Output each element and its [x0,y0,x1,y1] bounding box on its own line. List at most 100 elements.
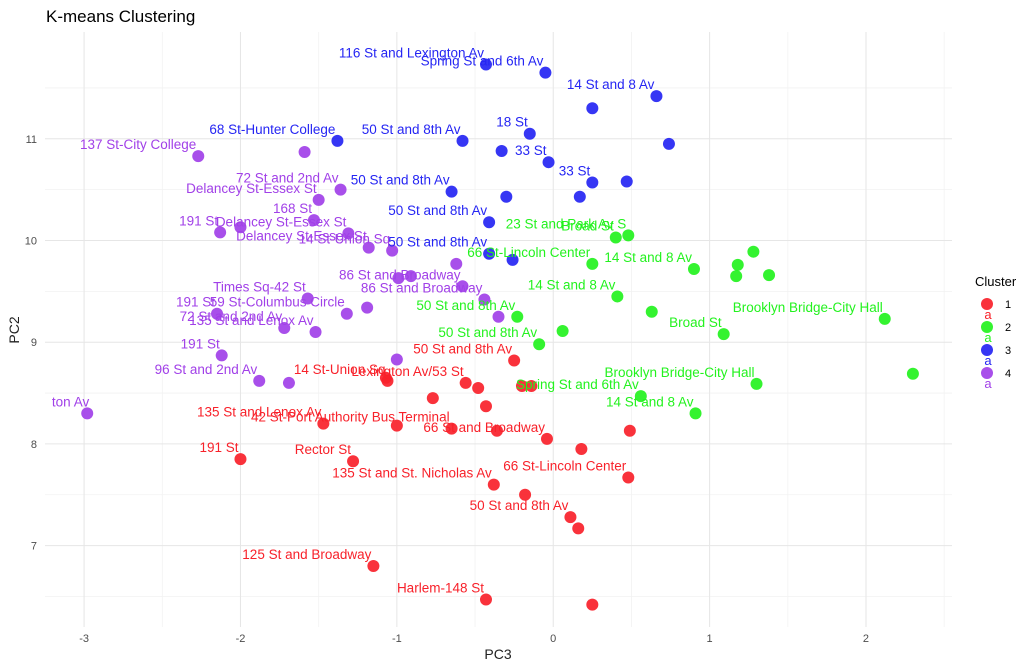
point-label: 135 St and Lenox Av [197,405,322,420]
y-tick-label: 8 [31,439,37,451]
data-point [750,377,763,390]
legend-key-text: a [984,353,992,368]
point-label: Broad St [669,315,722,330]
point-label: 14 St and 8 Av [528,277,616,292]
point-label: Broad St [561,218,614,233]
data-point [573,190,586,203]
data-point [309,326,322,339]
data-point [361,301,374,314]
data-point [445,185,458,198]
data-point [586,102,599,115]
data-point [81,407,94,420]
data-point [906,367,919,380]
point-label: Lexington Av/53 St [351,364,464,379]
y-tick-label: 11 [26,134,37,146]
point-label: 33 St [559,164,591,179]
x-tick-label: 0 [550,633,556,645]
legend-key-point [981,321,993,333]
point-label: Delancey St-Essex St [236,229,367,244]
point-label: 86 St and Broadway [361,280,483,295]
data-point [747,245,760,258]
data-point [564,511,577,524]
data-point [479,593,492,606]
data-point [611,290,624,303]
data-point [525,379,538,392]
x-axis-ticks: -3 -2 -1 0 1 2 [79,633,869,645]
data-point [340,307,353,320]
data-point [312,193,325,206]
legend-title: Cluster [975,274,1017,289]
data-point [623,424,636,437]
point-labels: 191 St 135 St and Lenox Av Rector St 125 St… [52,46,883,596]
point-label: 135 St and St. Nicholas Av [332,466,492,481]
data-point [511,310,524,323]
point-label: 168 St [273,201,312,216]
point-label: ton Av [52,394,90,409]
data-point [500,190,513,203]
point-label: 137 St-City College [80,137,196,152]
point-label: Spring St and 6th Av [516,377,639,392]
data-point [539,66,552,79]
y-tick-label: 9 [31,337,37,349]
data-point [878,312,891,325]
data-point [586,176,599,189]
data-point [487,478,500,491]
data-point [392,272,405,285]
data-point [731,258,744,271]
data-point [331,134,344,147]
data-point [506,253,519,266]
data-point [334,183,347,196]
point-label: 66 St and Broadway [423,420,545,435]
data-point [450,257,463,270]
data-point [381,374,394,387]
point-label: Times Sq-42 St [213,279,306,294]
data-point [362,241,375,254]
x-tick-label: -1 [392,633,402,645]
x-tick-label: 2 [863,633,869,645]
legend: Cluster a 1 a 2 a 3 a 4 [975,274,1017,391]
data-point [634,390,647,403]
data-point [717,328,730,341]
data-point [404,270,417,283]
legend-key-point [981,344,993,356]
data-point [483,216,496,229]
point-label: 14 St-Union Sq [294,362,386,377]
legend-key-text: a [984,307,992,322]
data-point [456,280,469,293]
point-label: 191 St [181,336,220,351]
point-label: 14 St and 8 Av [604,250,692,265]
point-label: 14 St-Union Sq [299,232,391,247]
y-tick-label: 10 [25,236,37,248]
point-label: 68 St-Hunter College [209,122,335,137]
point-label: 50 St and 8th Av [351,173,450,188]
data-point [426,392,439,405]
data-point [556,325,569,338]
point-label: Harlem-148 St [397,581,484,596]
legend-key-text: a [984,330,992,345]
data-point [478,293,491,306]
point-label: 50 St and 8th Av [413,342,512,357]
x-tick-label: 1 [707,633,713,645]
data-point [301,292,314,305]
legend-key-point [981,367,993,379]
point-label: 59 St-Columbus Circle [210,295,345,310]
point-label: Rector St [295,442,352,457]
data-point [282,376,295,389]
data-point [192,150,205,163]
point-label: 23 St and Park Av S [506,216,627,231]
data-point [542,156,555,169]
data-point [523,127,536,140]
data-point [298,146,311,159]
point-label: 18 St [496,115,528,130]
data-point [479,58,492,71]
point-label: 96 St and 2nd Av [155,362,258,377]
data-point [540,432,553,445]
data-point [689,407,702,420]
data-point [253,374,266,387]
data-point [620,175,633,188]
data-point [317,417,330,430]
x-tick-label: -2 [236,633,246,645]
point-label: 72 St and 2nd Av [236,171,339,186]
data-point [214,226,227,239]
